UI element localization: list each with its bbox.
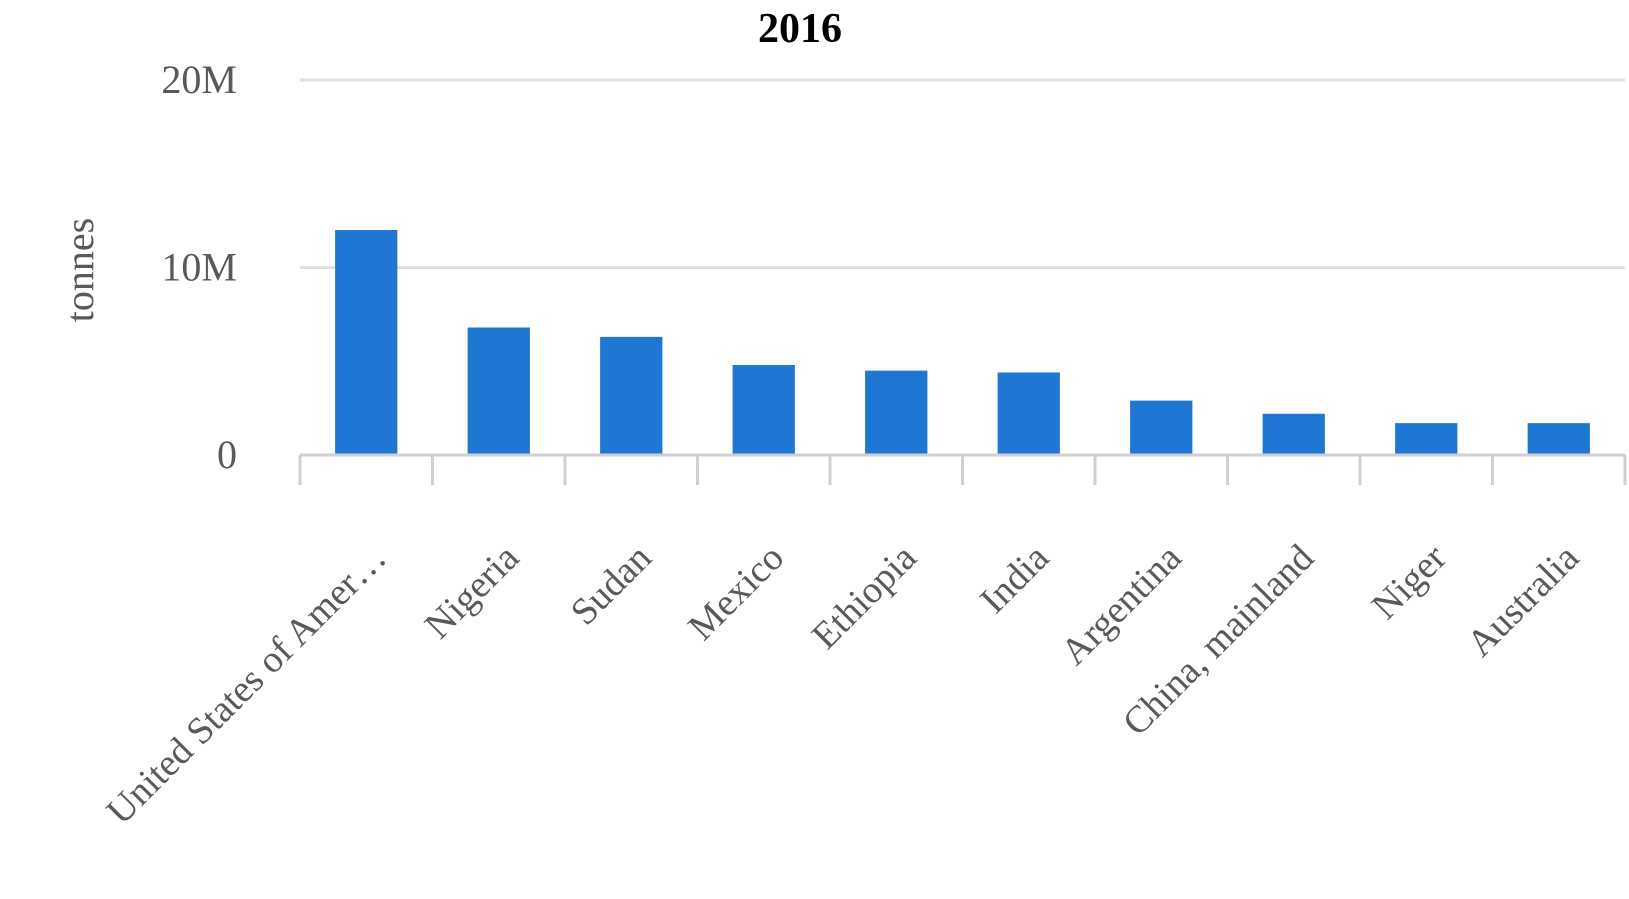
gridlines: [300, 78, 1625, 269]
y-axis-label: tonnes: [57, 218, 102, 322]
x-tick-label: India: [972, 537, 1057, 622]
y-tick-label: 0: [217, 432, 237, 477]
y-tick-label: 20M: [161, 57, 237, 102]
x-tick-label: United States of Amer…: [98, 537, 394, 833]
x-tick-label: Niger: [1364, 536, 1455, 627]
bar: [1130, 400, 1193, 455]
x-tick-label: Argentina: [1053, 537, 1190, 674]
bar: [600, 336, 663, 455]
bar: [1527, 423, 1590, 455]
chart-title: 2016: [758, 6, 842, 52]
bar: [467, 327, 530, 455]
x-axis: [298, 453, 1627, 485]
x-tick-label: Sudan: [563, 537, 660, 634]
bars: [335, 230, 1590, 455]
bar: [732, 365, 795, 455]
bar: [335, 230, 398, 455]
y-axis-ticks: 0 10M 20M: [161, 57, 237, 477]
bar: [865, 370, 928, 455]
x-tick-label: Mexico: [680, 537, 792, 649]
bar: [1262, 413, 1325, 455]
bar: [1395, 423, 1458, 455]
x-tick-label: Ethiopia: [804, 537, 925, 658]
x-tick-label: Nigeria: [417, 537, 527, 647]
x-tick-label: Australia: [1459, 537, 1587, 665]
y-tick-label: 10M: [161, 245, 237, 290]
bar: [997, 372, 1060, 455]
x-axis-labels: United States of Amer… Nigeria Sudan Mexico…: [98, 536, 1587, 832]
